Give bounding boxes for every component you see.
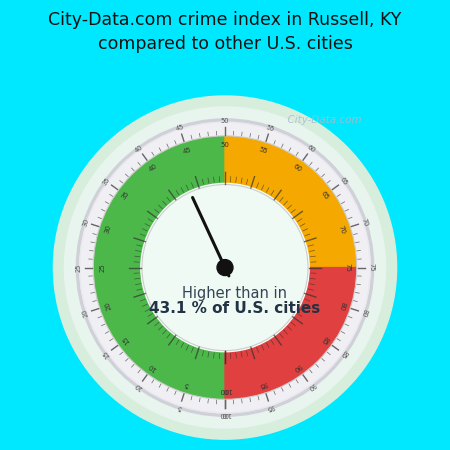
- Text: 75: 75: [345, 263, 351, 272]
- Circle shape: [77, 120, 373, 415]
- Text: 15: 15: [121, 334, 130, 345]
- Text: 40: 40: [148, 163, 158, 173]
- Text: 0: 0: [223, 387, 227, 393]
- Text: 45: 45: [182, 147, 192, 155]
- Text: 85: 85: [320, 334, 329, 345]
- Circle shape: [141, 184, 309, 352]
- Text: 5: 5: [184, 381, 190, 388]
- Text: 30: 30: [81, 217, 90, 227]
- Text: 65: 65: [320, 190, 329, 201]
- Text: City-Data.com: City-Data.com: [281, 115, 361, 125]
- Text: 35: 35: [121, 190, 130, 201]
- Text: 70: 70: [360, 217, 369, 227]
- Text: City-Data.com crime index in Russell, KY
compared to other U.S. cities: City-Data.com crime index in Russell, KY…: [48, 11, 402, 53]
- Text: 60: 60: [292, 163, 303, 173]
- Text: 80: 80: [338, 300, 346, 311]
- Text: 40: 40: [134, 144, 144, 154]
- Text: 50: 50: [220, 142, 230, 148]
- Text: 20: 20: [104, 301, 112, 310]
- Text: 10: 10: [134, 381, 144, 391]
- Text: 80: 80: [360, 308, 369, 318]
- Text: 20: 20: [81, 308, 90, 318]
- Circle shape: [142, 184, 308, 351]
- Text: 25: 25: [99, 263, 105, 272]
- Wedge shape: [225, 137, 356, 268]
- Text: 55: 55: [266, 124, 275, 132]
- Circle shape: [217, 260, 233, 275]
- Text: 10: 10: [147, 362, 158, 372]
- Text: 15: 15: [102, 349, 111, 359]
- Text: 70: 70: [338, 225, 346, 235]
- Text: 25: 25: [76, 263, 81, 272]
- Circle shape: [64, 107, 386, 428]
- Text: 95: 95: [266, 403, 275, 411]
- Text: 65: 65: [338, 176, 348, 187]
- Text: 35: 35: [102, 176, 111, 187]
- Circle shape: [54, 96, 396, 439]
- Text: 55: 55: [258, 147, 268, 155]
- Text: 0: 0: [223, 411, 227, 417]
- Text: 90: 90: [306, 381, 316, 391]
- Text: 45: 45: [175, 124, 184, 132]
- Wedge shape: [94, 137, 225, 399]
- Circle shape: [79, 122, 371, 414]
- Text: Higher than in: Higher than in: [182, 286, 287, 301]
- Text: 5: 5: [177, 403, 183, 410]
- Text: 43.1 % of U.S. cities: 43.1 % of U.S. cities: [148, 302, 320, 316]
- Text: 60: 60: [306, 144, 316, 154]
- Text: 100: 100: [219, 411, 231, 417]
- Text: 90: 90: [292, 362, 303, 372]
- Text: 30: 30: [104, 225, 112, 235]
- Text: 50: 50: [221, 118, 229, 124]
- Text: 95: 95: [258, 380, 268, 389]
- Text: 85: 85: [338, 348, 348, 359]
- Wedge shape: [225, 268, 356, 399]
- Text: 75: 75: [369, 263, 374, 272]
- Text: 100: 100: [218, 387, 232, 393]
